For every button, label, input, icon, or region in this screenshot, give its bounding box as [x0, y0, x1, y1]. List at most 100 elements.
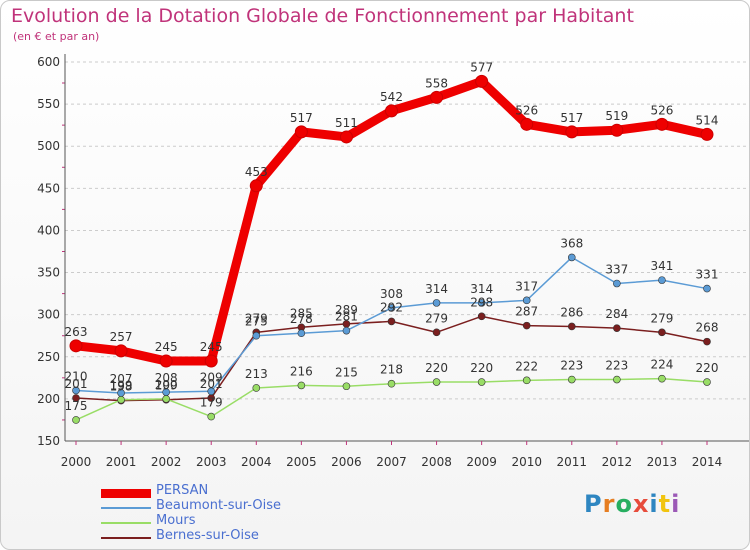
data-point — [162, 388, 170, 396]
x-tick-label: 2004 — [241, 455, 272, 469]
data-label: 337 — [605, 263, 628, 277]
data-point — [522, 376, 531, 385]
logo-letter: o — [615, 490, 633, 518]
data-label: 279 — [650, 311, 673, 325]
data-point — [703, 337, 711, 346]
logo-letter: t — [658, 490, 672, 518]
data-label: 289 — [335, 303, 358, 317]
y-tick-label: 600 — [37, 55, 60, 69]
data-point — [520, 117, 534, 131]
data-label: 223 — [560, 359, 583, 373]
data-label: 245 — [200, 340, 223, 354]
data-point — [477, 378, 486, 386]
data-point — [658, 328, 666, 337]
data-point — [117, 395, 125, 404]
chart-subtitle: (en € et par an) — [13, 30, 100, 43]
data-point — [567, 375, 576, 384]
data-point — [700, 127, 714, 141]
chart-title: Evolution de la Dotation Globale de Fonc… — [11, 5, 634, 27]
logo-letter: P — [584, 490, 603, 518]
data-point — [432, 328, 441, 337]
data-point — [339, 130, 353, 144]
logo-letter: x — [632, 490, 650, 518]
data-label: 198 — [110, 380, 133, 394]
data-point — [613, 279, 621, 288]
legend-swatch — [101, 522, 151, 524]
series-layer — [69, 74, 714, 424]
data-label: 314 — [425, 282, 448, 296]
data-point — [207, 412, 216, 421]
data-point — [385, 104, 398, 118]
data-label: 317 — [515, 279, 538, 293]
data-label: 286 — [560, 305, 583, 319]
data-label: 526 — [515, 103, 538, 117]
data-label: 207 — [110, 372, 133, 386]
data-label: 220 — [470, 361, 493, 375]
y-tick-label: 550 — [37, 97, 60, 111]
data-point — [162, 395, 170, 403]
data-label: 278 — [290, 312, 313, 326]
y-tick-label: 150 — [37, 434, 60, 448]
data-label: 201 — [200, 377, 223, 391]
data-label: 275 — [245, 315, 268, 329]
data-label: 341 — [650, 259, 673, 273]
data-label: 514 — [696, 113, 719, 127]
x-tick-label: 2008 — [421, 455, 452, 469]
legend-label: Bernes-sur-Oise — [156, 528, 259, 543]
y-tick-label: 250 — [37, 350, 60, 364]
x-tick-label: 2013 — [647, 455, 678, 469]
data-point — [522, 321, 531, 330]
data-point — [72, 394, 80, 402]
data-label: 517 — [560, 111, 583, 125]
data-label: 223 — [605, 359, 628, 373]
data-label: 453 — [245, 165, 268, 179]
data-point — [297, 381, 306, 390]
data-point — [252, 331, 261, 340]
data-point — [342, 382, 351, 391]
x-tick-label: 2003 — [196, 455, 227, 469]
data-point — [477, 299, 486, 307]
data-label: 542 — [380, 90, 403, 104]
data-point — [703, 284, 711, 293]
x-tick-label: 2011 — [557, 455, 588, 469]
data-label: 368 — [560, 236, 583, 250]
data-point — [477, 312, 486, 321]
data-point — [613, 375, 621, 384]
x-tick-label: 2001 — [106, 455, 137, 469]
data-label: 179 — [200, 396, 223, 410]
data-label: 220 — [425, 361, 448, 375]
data-label: 298 — [470, 295, 493, 309]
data-label: 201 — [65, 377, 88, 391]
y-tick-label: 400 — [37, 223, 60, 237]
data-point — [475, 74, 489, 88]
data-label: 331 — [696, 268, 719, 282]
y-tick-label: 300 — [37, 308, 60, 322]
data-point — [522, 296, 531, 305]
data-point — [294, 125, 308, 139]
data-label: 263 — [65, 325, 88, 339]
data-label: 577 — [470, 60, 493, 74]
data-point — [658, 276, 666, 284]
data-point — [207, 387, 216, 396]
data-point — [387, 304, 396, 312]
legend-item: PERSAN — [101, 483, 361, 500]
legend-item: Bernes-sur-Oise — [101, 528, 361, 545]
x-tick-label: 2000 — [61, 455, 92, 469]
y-tick-label: 200 — [37, 392, 60, 406]
legend-label: Beaumont-sur-Oise — [156, 498, 281, 513]
x-tick-label: 2012 — [602, 455, 633, 469]
data-point — [610, 123, 624, 137]
data-label: 199 — [110, 379, 133, 393]
data-label: 208 — [155, 371, 178, 385]
legend-swatch — [101, 488, 151, 498]
data-point — [613, 324, 621, 332]
data-point — [703, 378, 711, 386]
data-point — [387, 379, 396, 388]
logo-letter: r — [602, 490, 616, 518]
data-point — [297, 329, 306, 337]
data-label: 314 — [470, 282, 493, 296]
x-tick-label: 2002 — [151, 455, 182, 469]
data-label: 218 — [380, 363, 403, 377]
